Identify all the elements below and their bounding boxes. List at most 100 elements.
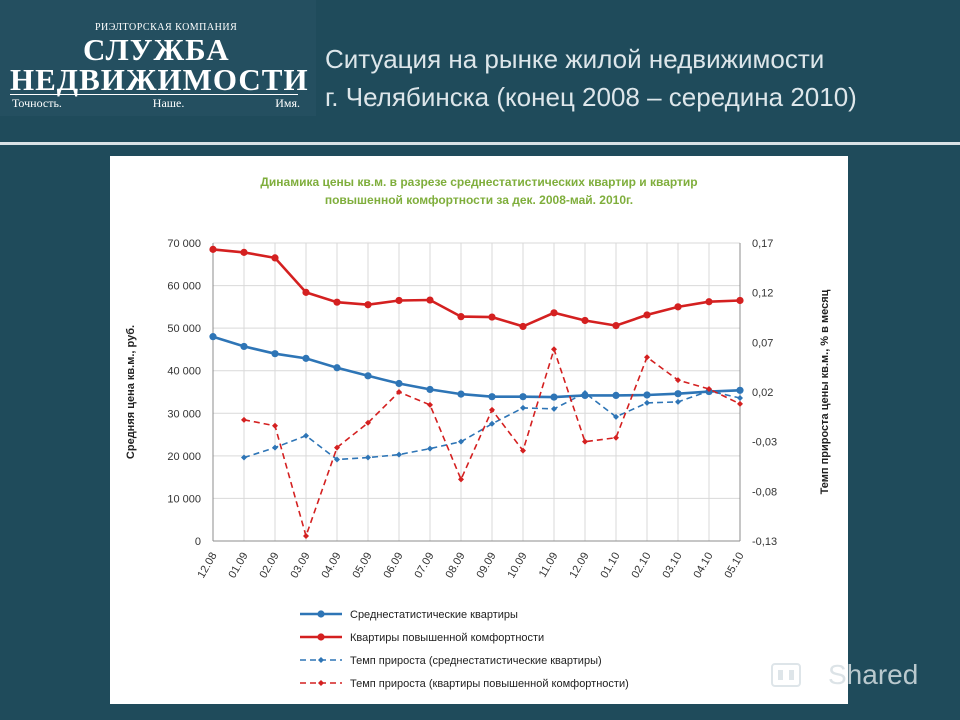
data-point-marker: [240, 342, 248, 351]
logo-divider: [10, 94, 298, 95]
legend-marker: [318, 680, 324, 686]
y-right-tick-label: -0,08: [752, 486, 777, 498]
data-point-marker: [519, 393, 527, 401]
data-point-marker: [489, 420, 495, 427]
slogan-word: Наше.: [152, 96, 185, 110]
x-tick-label: 05.10: [722, 551, 746, 581]
data-point-marker: [488, 313, 496, 321]
x-tick-label: 05.09: [350, 551, 374, 581]
logo-name-line1: СЛУЖБА: [83, 32, 230, 67]
data-point-marker: [426, 296, 434, 304]
legend-label: Среднестатистические квартиры: [350, 609, 518, 621]
x-tick-label: 12.08: [195, 551, 219, 581]
data-point-marker: [241, 454, 247, 461]
x-tick-label: 09.09: [474, 551, 498, 581]
data-point-marker: [427, 445, 433, 452]
data-point-marker: [737, 400, 743, 407]
y-left-axis-label: Средняя цена кв.м., руб.: [125, 325, 137, 459]
header-divider: [0, 142, 960, 145]
data-point-marker: [364, 372, 372, 380]
y-left-tick-label: 0: [195, 536, 201, 548]
logo-slogan: Точность. Наше. Имя.: [12, 96, 300, 111]
x-tick-label: 07.09: [412, 551, 436, 581]
data-point-marker: [303, 533, 309, 540]
slogan-word: Точность.: [12, 96, 62, 110]
slide-title: Ситуация на рынке жилой недвижимости г. …: [325, 40, 857, 116]
data-point-marker: [458, 438, 464, 445]
company-logo: РИЭЛТОРСКАЯ КОМПАНИЯ СЛУЖБА НЕДВИЖИМОСТИ…: [0, 0, 316, 116]
data-point-marker: [520, 404, 526, 411]
data-point-marker: [426, 385, 434, 394]
data-point-marker: [706, 386, 712, 393]
data-point-marker: [550, 393, 558, 401]
data-point-marker: [334, 456, 340, 463]
y-right-tick-label: 0,02: [752, 387, 773, 399]
x-tick-label: 04.10: [691, 551, 715, 581]
data-point-marker: [333, 298, 341, 306]
data-point-marker: [396, 389, 402, 395]
data-point-marker: [736, 296, 744, 305]
chart-title-line2: повышенной комфортности за дек. 2008-май…: [325, 193, 633, 207]
data-point-marker: [457, 390, 465, 398]
data-point-marker: [396, 451, 402, 458]
data-point-marker: [334, 444, 340, 451]
logo-name-line2: НЕДВИЖИМОСТИ: [10, 62, 309, 97]
y-left-tick-label: 20 000: [167, 451, 201, 463]
data-point-marker: [551, 346, 557, 353]
x-tick-label: 11.09: [537, 551, 561, 580]
watermark: [768, 656, 958, 696]
y-left-tick-label: 10 000: [167, 493, 201, 505]
chart-panel: Динамика цены кв.м. в разрезе среднестат…: [110, 156, 848, 704]
y-right-tick-label: 0,12: [752, 288, 773, 300]
y-left-tick-label: 30 000: [167, 408, 201, 420]
data-point-marker: [612, 321, 620, 330]
legend-label: Квартиры повышенной комфортности: [350, 632, 544, 644]
data-point-marker: [209, 333, 217, 341]
y-left-tick-label: 70 000: [167, 238, 201, 250]
line-chart: Динамика цены кв.м. в разрезе среднестат…: [125, 175, 831, 690]
data-point-marker: [395, 379, 403, 388]
data-point-marker: [364, 301, 372, 309]
watermark-text: Shared: [828, 659, 919, 690]
y-right-tick-label: 0,17: [752, 238, 773, 250]
data-point-marker: [612, 391, 620, 400]
data-point-marker: [674, 390, 682, 398]
legend-label: Темп прироста (среднестатистические квар…: [350, 655, 602, 667]
data-point-marker: [644, 399, 650, 406]
data-point-marker: [520, 447, 526, 454]
data-point-marker: [333, 364, 341, 372]
y-right-tick-label: -0,03: [752, 437, 777, 449]
x-tick-label: 08.09: [443, 551, 467, 581]
data-point-marker: [489, 406, 495, 413]
data-point-marker: [240, 248, 248, 256]
data-point-marker: [675, 398, 681, 405]
data-point-marker: [613, 413, 619, 420]
x-tick-label: 01.09: [226, 551, 250, 581]
slide-title-line2: г. Челябинска (конец 2008 – середина 201…: [325, 82, 857, 112]
data-point-marker: [736, 386, 744, 394]
x-tick-label: 02.09: [257, 551, 281, 581]
x-tick-label: 03.10: [660, 551, 684, 581]
x-tick-label: 04.09: [319, 551, 343, 581]
slideshare-icon: [771, 663, 801, 687]
data-point-marker: [674, 303, 682, 311]
series-line: [212, 248, 741, 328]
data-point-marker: [737, 394, 743, 401]
y-right-tick-label: 0,07: [752, 337, 773, 349]
x-tick-label: 10.09: [505, 551, 529, 581]
series-line: [243, 390, 741, 461]
x-tick-label: 12.09: [567, 551, 591, 581]
y-right-axis-label: Темп прироста цены кв.м., % в месяц: [819, 289, 831, 494]
data-point-marker: [675, 377, 681, 384]
x-tick-label: 02.10: [629, 551, 653, 581]
data-point-marker: [241, 416, 247, 423]
data-point-marker: [457, 313, 465, 321]
x-tick-label: 06.09: [381, 551, 405, 581]
data-point-marker: [271, 254, 279, 262]
data-point-marker: [427, 401, 433, 408]
x-tick-label: 01.10: [598, 551, 622, 581]
data-point-marker: [643, 391, 651, 399]
data-point-marker: [272, 444, 278, 451]
data-point-marker: [613, 434, 619, 441]
data-point-marker: [365, 454, 371, 461]
